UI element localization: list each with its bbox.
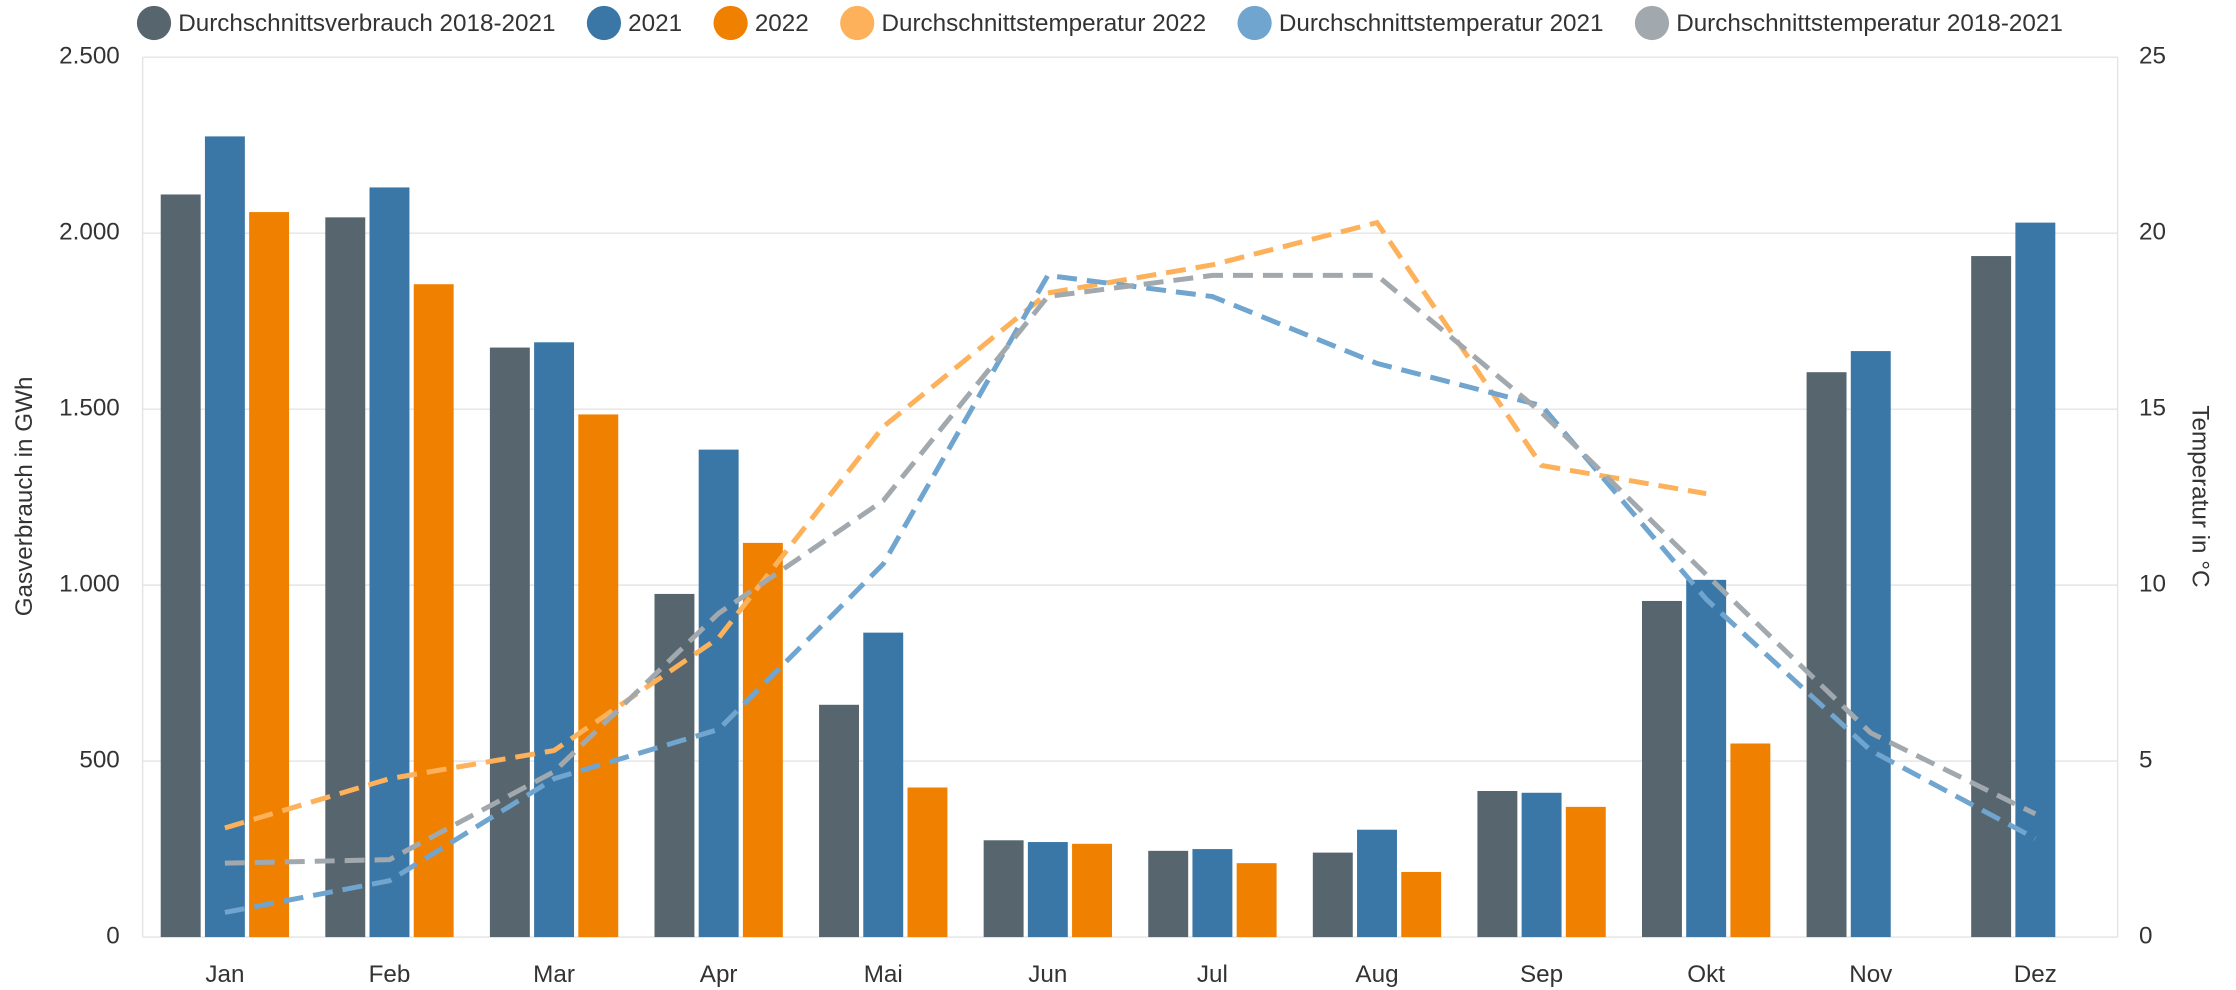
bar — [698, 449, 739, 938]
bar — [1806, 372, 1847, 938]
legend-marker — [840, 5, 875, 41]
y-tick-label: 0 — [106, 922, 119, 949]
bar — [578, 414, 619, 938]
bar — [1236, 863, 1277, 938]
x-tick-label: Nov — [1849, 961, 1893, 988]
x-tick-label: Apr — [700, 961, 738, 988]
bar — [204, 136, 245, 938]
bar — [983, 840, 1024, 938]
bar — [413, 284, 454, 938]
legend-label: Durchschnittstemperatur 2021 — [1279, 10, 1604, 37]
bar — [1148, 850, 1189, 938]
legend-marker — [1237, 5, 1272, 41]
bar — [1072, 843, 1112, 938]
y-tick-label: 2.000 — [59, 219, 120, 246]
bar — [1565, 806, 1606, 938]
y-tick-label: 1.000 — [59, 571, 120, 598]
y2-tick-label: 5 — [2139, 747, 2152, 774]
bar — [1401, 871, 1442, 938]
x-tick-label: Dez — [2014, 961, 2057, 988]
y-tick-label: 500 — [79, 747, 119, 774]
y2-tick-label: 15 — [2139, 395, 2166, 422]
legend-marker — [713, 5, 748, 41]
x-tick-label: Mai — [864, 961, 903, 988]
legend-marker — [136, 5, 172, 41]
y2-tick-label: 10 — [2139, 571, 2166, 598]
legend-marker — [586, 5, 622, 41]
bar — [1192, 849, 1233, 938]
legend-label: 2022 — [755, 10, 809, 37]
bar — [1730, 743, 1771, 938]
bar — [819, 704, 859, 938]
x-tick-label: Jun — [1028, 961, 1067, 988]
bar — [325, 217, 366, 938]
x-tick-label: Okt — [1687, 961, 1725, 988]
y-tick-label: 2.500 — [59, 43, 120, 70]
x-tick-label: Jul — [1197, 961, 1228, 988]
legend-label: Durchschnittsverbrauch 2018-2021 — [178, 10, 555, 37]
legend-label: Durchschnittstemperatur 2022 — [881, 10, 1206, 37]
bar — [742, 542, 783, 938]
x-tick-label: Jan — [205, 961, 244, 988]
bar — [369, 187, 410, 938]
x-tick-label: Feb — [369, 961, 411, 988]
bar — [1686, 579, 1727, 938]
x-tick-label: Sep — [1520, 961, 1563, 988]
bar — [1521, 792, 1562, 938]
bar — [863, 632, 904, 938]
x-tick-label: Mar — [533, 961, 575, 988]
bar — [1027, 842, 1068, 938]
bar — [2015, 222, 2056, 938]
bar — [1971, 256, 2012, 938]
grid — [142, 56, 2118, 938]
bar — [534, 342, 575, 938]
bar — [1477, 791, 1518, 938]
legend-label: 2021 — [628, 10, 682, 37]
line — [224, 272, 2037, 866]
legend-marker — [1634, 5, 1670, 41]
y2-tick-label: 0 — [2139, 922, 2152, 949]
x-tick-label: Aug — [1355, 961, 1398, 988]
bar — [249, 212, 290, 938]
bar — [1642, 600, 1682, 938]
y2-axis-label: Temperatur in °C — [2187, 405, 2214, 587]
y-axis-label: Gasverbrauch in GWh — [11, 377, 38, 617]
bar — [654, 593, 695, 938]
y2-tick-label: 20 — [2139, 219, 2166, 246]
bar — [1357, 829, 1397, 938]
bar — [1850, 351, 1891, 938]
bar — [160, 194, 201, 938]
y2-tick-label: 25 — [2139, 43, 2166, 70]
bar — [907, 787, 948, 938]
y-tick-label: 1.500 — [59, 395, 120, 422]
bar — [1312, 852, 1353, 938]
bar — [489, 347, 530, 938]
legend-label: Durchschnittstemperatur 2018-2021 — [1676, 10, 2063, 37]
